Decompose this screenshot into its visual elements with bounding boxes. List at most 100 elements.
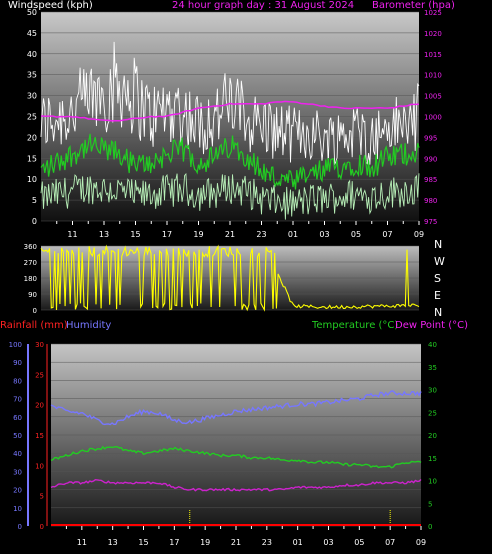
wind-x-tick-label: 07: [382, 230, 392, 239]
humidity-y-tick-label: 30: [13, 468, 22, 476]
wind-x-tick-label: 05: [351, 230, 361, 239]
barometer-y-tick-label: 1005: [424, 93, 442, 101]
wind-x-tick-label: 15: [130, 230, 140, 239]
wind-chart: 0510152025303540455097598098599099510001…: [27, 8, 442, 239]
lower-x-tick-label: 19: [200, 538, 210, 547]
wind-y-tick-label: 10: [27, 175, 37, 184]
dewpoint-line: [50, 478, 422, 492]
wind-x-tick-label: 21: [225, 230, 235, 239]
humidity-y-tick-label: 80: [13, 377, 22, 385]
barometer-y-tick-label: 1015: [424, 51, 442, 59]
barometer-y-tick-label: 990: [424, 155, 437, 163]
humidity-axis-label: Humidity: [66, 320, 112, 331]
wind-x-tick-label: 09: [414, 230, 424, 239]
wind-y-tick-label: 50: [27, 8, 37, 17]
humidity-y-tick-label: 50: [13, 432, 22, 440]
wind-direction-line: [40, 244, 420, 312]
barometer-line: [40, 100, 420, 122]
barometer-y-tick-label: 1010: [424, 72, 442, 80]
wind-y-tick-label: 15: [27, 154, 37, 163]
rainfall-y-tick-label: 20: [35, 402, 44, 410]
rainfall-y-tick-label: 0: [40, 523, 44, 531]
direction-y-tick-label: 360: [24, 243, 37, 251]
barometer-y-tick-label: 1020: [424, 30, 442, 38]
wind-y-tick-label: 45: [27, 29, 37, 38]
humidity-y-tick-label: 70: [13, 396, 22, 404]
dir-label-n-bottom: N: [434, 306, 443, 319]
direction-y-tick-label: 270: [24, 259, 37, 267]
temperature-y-tick-label: 10: [428, 478, 437, 486]
direction-y-tick-label: 0: [33, 307, 37, 315]
temperature-humidity-chart: 0102030405060708090100051015202530051015…: [9, 341, 437, 547]
rainfall-axis-label: Rainfall (mm): [0, 320, 68, 331]
humidity-y-tick-label: 20: [13, 487, 22, 495]
dir-label-n-top: N: [434, 238, 443, 251]
rainfall-y-tick-label: 10: [35, 462, 44, 470]
temperature-y-tick-label: 0: [428, 523, 432, 531]
wind-x-tick-label: 13: [99, 230, 109, 239]
dir-label-w: W: [434, 255, 445, 268]
temperature-y-tick-label: 20: [428, 432, 437, 440]
wind-y-tick-label: 30: [27, 92, 37, 101]
barometer-y-tick-label: 980: [424, 197, 437, 205]
barometer-y-tick-label: 985: [424, 176, 437, 184]
humidity-line: [50, 390, 422, 426]
chart-title: 24 hour graph day : 31 August 2024: [172, 0, 355, 11]
barometer-axis-label: Barometer (hpa): [372, 0, 455, 11]
wind-x-tick-label: 17: [162, 230, 172, 239]
temperature-y-tick-label: 25: [428, 409, 437, 417]
wind-y-tick-label: 5: [32, 196, 37, 205]
temperature-line: [50, 445, 422, 469]
lower-x-tick-label: 17: [169, 538, 179, 547]
wind-gust-line: [40, 41, 420, 166]
dir-label-e: E: [434, 289, 441, 302]
direction-y-tick-label: 90: [28, 291, 37, 299]
humidity-y-tick-label: 100: [9, 341, 22, 349]
rainfall-y-tick-label: 30: [35, 341, 44, 349]
humidity-y-tick-label: 0: [18, 523, 22, 531]
dir-label-s: S: [434, 272, 441, 285]
wind-x-tick-label: 23: [256, 230, 266, 239]
lower-x-tick-label: 21: [231, 538, 241, 547]
barometer-y-tick-label: 995: [424, 134, 437, 142]
lower-x-tick-label: 15: [138, 538, 148, 547]
wind-average-line: [40, 133, 420, 190]
wind-x-tick-label: 19: [193, 230, 203, 239]
wind-y-tick-label: 35: [27, 71, 37, 80]
humidity-y-tick-label: 90: [13, 359, 22, 367]
rainfall-y-tick-label: 25: [35, 371, 44, 379]
barometer-y-tick-label: 975: [424, 218, 437, 226]
wind-y-tick-label: 40: [27, 50, 37, 59]
wind-x-tick-label: 11: [67, 230, 77, 239]
wind-x-tick-label: 03: [319, 230, 329, 239]
temperature-y-tick-label: 40: [428, 341, 437, 349]
lower-x-tick-label: 05: [354, 538, 364, 547]
wind-x-tick-label: 01: [288, 230, 298, 239]
lower-x-tick-label: 23: [262, 538, 272, 547]
barometer-y-tick-label: 1025: [424, 9, 442, 17]
wind-y-tick-label: 25: [27, 113, 37, 122]
wind-y-tick-label: 0: [32, 217, 37, 226]
temperature-axis-label: Temperature (°C): [312, 320, 399, 331]
temperature-y-tick-label: 35: [428, 364, 437, 372]
temperature-y-tick-label: 5: [428, 500, 432, 508]
dewpoint-axis-label: Dew Point (°C): [395, 320, 469, 331]
windspeed-axis-label: Windspeed (kph): [8, 0, 93, 11]
humidity-y-tick-label: 10: [13, 505, 22, 513]
lower-x-tick-label: 01: [293, 538, 303, 547]
humidity-y-tick-label: 40: [13, 450, 22, 458]
barometer-y-tick-label: 1000: [424, 114, 442, 122]
temperature-y-tick-label: 15: [428, 455, 437, 463]
direction-chart: 0 90 180 270 360: [24, 243, 420, 315]
direction-y-tick-label: 180: [24, 275, 37, 283]
lower-x-tick-label: 13: [108, 538, 118, 547]
lower-x-tick-label: 07: [385, 538, 395, 547]
lower-x-tick-label: 11: [77, 538, 87, 547]
wind-low-line: [40, 172, 420, 220]
humidity-y-tick-label: 60: [13, 414, 22, 422]
rainfall-y-tick-label: 15: [35, 432, 44, 440]
lower-x-tick-label: 03: [323, 538, 333, 547]
lower-x-tick-label: 09: [416, 538, 426, 547]
temperature-y-tick-label: 30: [428, 387, 437, 395]
